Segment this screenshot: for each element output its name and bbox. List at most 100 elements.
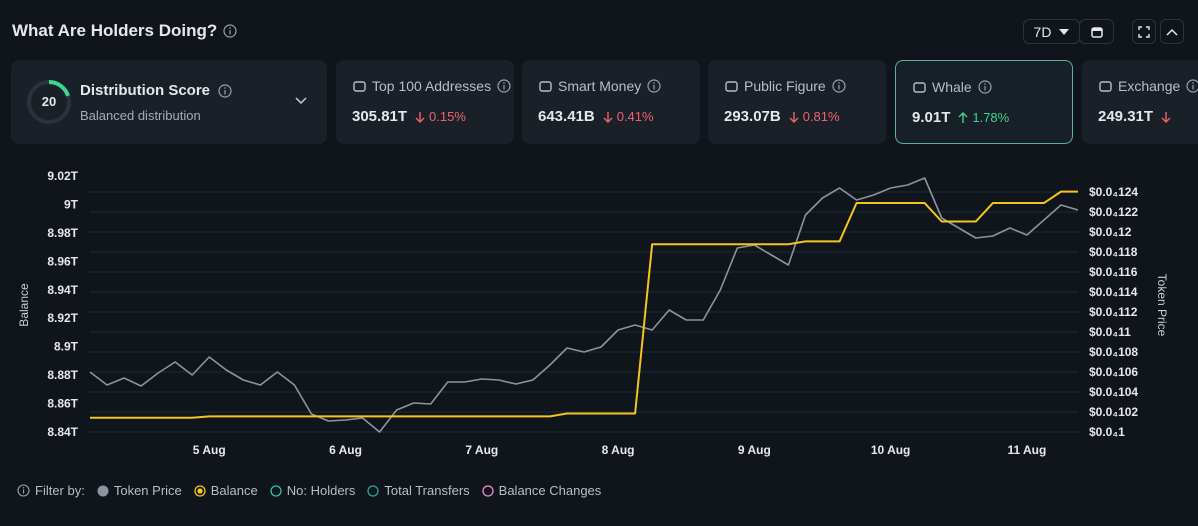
change-arrow bbox=[603, 111, 613, 123]
y2-tick-label: $0.0₄114 bbox=[1089, 285, 1138, 299]
y-tick-label: 9T bbox=[64, 197, 79, 211]
collapse-icon bbox=[1166, 28, 1178, 36]
y2-tick-label: $0.0₄116 bbox=[1089, 265, 1138, 279]
x-tick-label: 9 Aug bbox=[738, 443, 771, 457]
y2-tick-label: $0.0₄11 bbox=[1089, 325, 1131, 339]
metric-card[interactable]: Smart Money 643.41B 0.41% bbox=[522, 60, 700, 144]
swatch-ring bbox=[270, 484, 282, 497]
card-value: 643.41B bbox=[538, 108, 595, 125]
card-title: Whale bbox=[932, 79, 972, 95]
y2-tick-label: $0.0₄104 bbox=[1089, 385, 1138, 399]
info-icon[interactable] bbox=[17, 484, 30, 497]
y2-tick-label: $0.0₄108 bbox=[1089, 345, 1138, 359]
info-icon[interactable] bbox=[832, 79, 846, 93]
arrow-shape bbox=[603, 111, 613, 123]
y2-tick-label: $0.0₄12 bbox=[1089, 225, 1132, 239]
swatch-ring bbox=[367, 484, 380, 497]
legend: Filter by: Token Price Balance No: Holders… bbox=[17, 483, 601, 498]
expand-button[interactable] bbox=[1132, 19, 1156, 44]
swatch-dot bbox=[97, 485, 109, 496]
chevron-icon[interactable] bbox=[295, 97, 307, 105]
icon-shape bbox=[725, 81, 738, 92]
y2-tick-label: $0.0₄106 bbox=[1089, 365, 1138, 379]
y-tick-label: 8.98T bbox=[47, 226, 78, 240]
metric-card[interactable]: Top 100 Addresses 305.81T 0.15% bbox=[336, 60, 514, 144]
metric-card[interactable]: Public Figure 293.07B 0.81% bbox=[708, 60, 886, 144]
arrow-shape bbox=[789, 111, 799, 123]
legend-label: Total Transfers bbox=[384, 483, 470, 498]
info-icon[interactable] bbox=[223, 24, 237, 38]
period-label: 7D bbox=[1033, 23, 1052, 40]
card-value-row: 293.07B 0.81% bbox=[724, 108, 840, 125]
y2-tick-label: $0.0₄118 bbox=[1089, 245, 1138, 259]
legend-item[interactable]: Total Transfers bbox=[367, 483, 470, 498]
y2-tick-label: $0.0₄122 bbox=[1089, 205, 1138, 219]
icon-shape bbox=[913, 82, 926, 93]
metric-card[interactable]: Exchange 249.31T bbox=[1082, 60, 1198, 144]
arrow-shape bbox=[415, 111, 425, 123]
y2-tick-label: $0.0₄124 bbox=[1089, 185, 1138, 199]
info-icon[interactable] bbox=[218, 83, 232, 98]
info-icon[interactable] bbox=[497, 79, 511, 93]
card-title: Public Figure bbox=[744, 78, 826, 94]
y-tick-label: 8.88T bbox=[47, 368, 78, 382]
card-title-row: Smart Money bbox=[558, 78, 661, 94]
card-title-row: Whale bbox=[932, 79, 992, 95]
card-title: Distribution Score bbox=[80, 82, 211, 99]
x-tick-label: 5 Aug bbox=[193, 443, 226, 457]
icon-shape bbox=[1099, 81, 1112, 92]
y-tick-label: 8.96T bbox=[47, 254, 78, 268]
card-icon bbox=[913, 82, 926, 93]
legend-item[interactable]: No: Holders bbox=[270, 483, 356, 498]
info-icon[interactable] bbox=[1186, 79, 1198, 93]
metric-card[interactable]: Whale 9.01T 1.78% bbox=[895, 60, 1073, 144]
legend-swatch bbox=[194, 484, 206, 497]
card-value: 9.01T bbox=[912, 109, 951, 126]
calendar-button[interactable] bbox=[1079, 19, 1114, 44]
x-tick-label: 8 Aug bbox=[602, 443, 635, 457]
info-icon[interactable] bbox=[978, 80, 992, 94]
legend-swatch bbox=[482, 484, 494, 497]
info-icon[interactable] bbox=[647, 79, 661, 93]
x-tick-label: 11 Aug bbox=[1007, 443, 1046, 457]
change-arrow bbox=[1161, 111, 1171, 123]
card-icon bbox=[539, 81, 552, 92]
gauge-arc bbox=[27, 80, 71, 124]
change-value: 0.15% bbox=[429, 109, 466, 124]
y-tick-label: 8.92T bbox=[47, 311, 78, 325]
card-title-row: Distribution Score bbox=[80, 82, 232, 99]
y-tick-label: 8.84T bbox=[47, 425, 78, 439]
legend-label: No: Holders bbox=[286, 483, 356, 498]
arrow-shape bbox=[1161, 111, 1171, 123]
card-icon bbox=[353, 81, 366, 92]
card-value-row: 643.41B 0.41% bbox=[538, 108, 654, 125]
x-tick-label: 7 Aug bbox=[465, 443, 498, 457]
expand-icon bbox=[1138, 25, 1150, 38]
legend-label: Token Price bbox=[113, 483, 182, 498]
swatch-dot bbox=[197, 487, 203, 494]
card-title-row: Top 100 Addresses bbox=[372, 78, 511, 94]
x-tick-label: 10 Aug bbox=[871, 443, 911, 457]
collapse-button[interactable] bbox=[1160, 19, 1184, 44]
card-value-row: 249.31T bbox=[1098, 108, 1171, 125]
page-title: What Are Holders Doing? bbox=[12, 21, 218, 40]
y2-tick-label: $0.0₄112 bbox=[1089, 305, 1138, 319]
legend-item[interactable]: Balance bbox=[194, 483, 258, 498]
y-tick-label: 9.02T bbox=[47, 169, 78, 183]
icon-shape bbox=[353, 81, 366, 92]
legend-item[interactable]: Balance Changes bbox=[482, 483, 601, 498]
score-value: 20 bbox=[42, 94, 56, 109]
y2-tick-label: $0.0₄1 bbox=[1089, 425, 1125, 439]
card-value-row: 9.01T 1.78% bbox=[912, 109, 1009, 126]
distribution-card[interactable]: 20 Distribution Score Balanced distribut… bbox=[11, 60, 327, 144]
card-value: 305.81T bbox=[352, 108, 408, 125]
legend-item[interactable]: Token Price bbox=[97, 483, 182, 498]
y2-tick-label: $0.0₄102 bbox=[1089, 405, 1138, 419]
card-value-row: 305.81T 0.15% bbox=[352, 108, 466, 125]
card-title: Exchange bbox=[1118, 78, 1181, 94]
legend-swatch bbox=[97, 485, 109, 496]
card-value: 293.07B bbox=[724, 108, 781, 125]
